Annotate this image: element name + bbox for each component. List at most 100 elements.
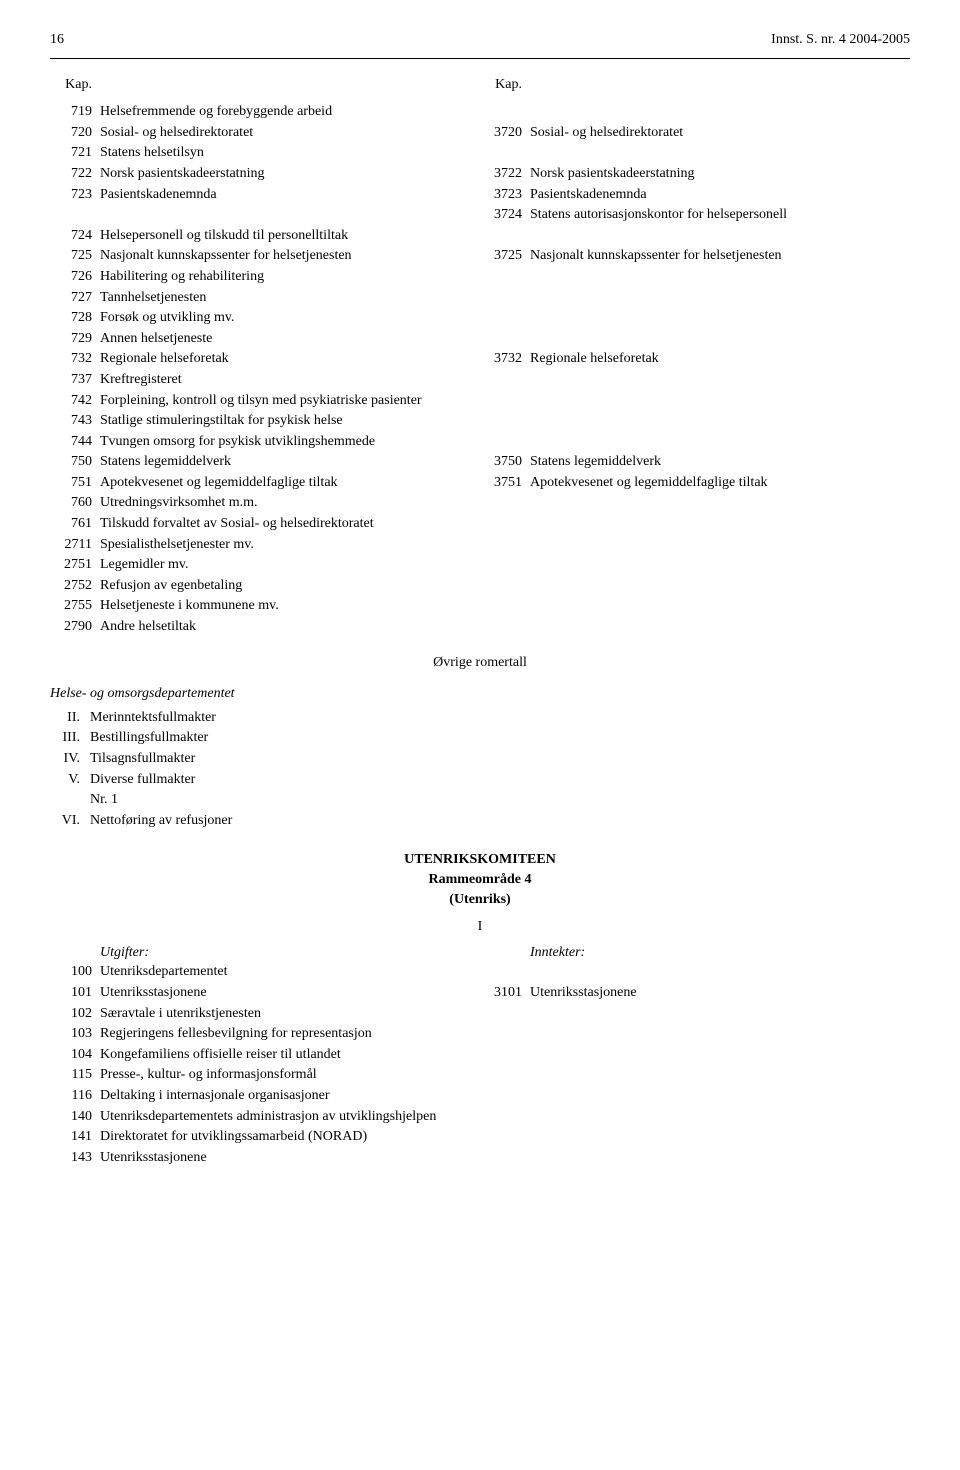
item-num: 3725 (480, 246, 530, 266)
item-num: 751 (50, 473, 100, 493)
item-text: Regjeringens fellesbevilgning for repres… (100, 1024, 480, 1044)
roman-num: V. (50, 770, 90, 790)
item-num: 3101 (480, 983, 530, 1003)
item-text: Forpleining, kontroll og tilsyn med psyk… (100, 391, 480, 411)
item-text (530, 370, 910, 390)
item-num: 2751 (50, 555, 100, 575)
item-num: 143 (50, 1148, 100, 1168)
roman-num: VI. (50, 811, 90, 831)
item-num: 722 (50, 164, 100, 184)
item-num (480, 143, 530, 163)
item-text (530, 308, 910, 328)
item-num (480, 267, 530, 287)
item-text: Utenriksstasjonene (100, 983, 480, 1003)
committee-sub: Rammeområde 4 (50, 870, 910, 890)
roman-text: Nettoføring av refusjoner (90, 811, 910, 831)
item-num: 100 (50, 962, 100, 982)
item-text: Statens autorisasjonskontor for helseper… (530, 205, 910, 225)
item-num (50, 205, 100, 225)
item-text: Apotekvesenet og legemiddelfaglige tilta… (530, 473, 910, 493)
kap-header-row: Kap. Kap. (50, 75, 910, 95)
item-text: Nasjonalt kunnskapssenter for helsetjene… (100, 246, 480, 266)
item-num: 3732 (480, 349, 530, 369)
item-text: Sosial- og helsedirektoratet (530, 123, 910, 143)
item-num: 3723 (480, 185, 530, 205)
header-divider (50, 58, 910, 59)
item-text: Kreftregisteret (100, 370, 480, 390)
item-text (530, 329, 910, 349)
item-text: Apotekvesenet og legemiddelfaglige tilta… (100, 473, 480, 493)
committee-block: UTENRIKSKOMITEEN Rammeområde 4 (Utenriks… (50, 850, 910, 909)
item-num: 116 (50, 1086, 100, 1106)
roman-num: IV. (50, 749, 90, 769)
item-num: 3722 (480, 164, 530, 184)
page-header: 16 Innst. S. nr. 4 2004-2005 (50, 30, 910, 50)
item-text (530, 102, 910, 122)
item-num: 2790 (50, 617, 100, 637)
roman-text: Tilsagnsfullmakter (90, 749, 910, 769)
item-num (480, 962, 530, 982)
item-text: Helsefremmende og forebyggende arbeid (100, 102, 480, 122)
item-text: Særavtale i utenrikstjenesten (100, 1004, 480, 1024)
item-num: 103 (50, 1024, 100, 1044)
item-text: Deltaking i internasjonale organisasjone… (100, 1086, 480, 1106)
item-num: 3751 (480, 473, 530, 493)
item-num (480, 370, 530, 390)
item-text: Tvungen omsorg for psykisk utviklingshem… (100, 432, 480, 452)
main-items-block: 719Helsefremmende og forebyggende arbeid… (50, 102, 910, 636)
item-text: Helsetjeneste i kommunene mv. (100, 596, 480, 616)
item-text: Statens legemiddelverk (100, 452, 480, 472)
item-num (480, 288, 530, 308)
item-num: 737 (50, 370, 100, 390)
roman-text: Diverse fullmakter (90, 770, 910, 790)
item-text: Pasientskadenemnda (100, 185, 480, 205)
item-text: Tannhelsetjenesten (100, 288, 480, 308)
roman-num: III. (50, 728, 90, 748)
committee-title: UTENRIKSKOMITEEN (50, 850, 910, 870)
item-text: Utenriksstasjonene (530, 983, 910, 1003)
item-num: 721 (50, 143, 100, 163)
item-text: Utredningsvirksomhet m.m. (100, 493, 480, 513)
item-num: 760 (50, 493, 100, 513)
roman-num: II. (50, 708, 90, 728)
item-num (480, 391, 530, 411)
item-text: Direktoratet for utviklingssamarbeid (NO… (100, 1127, 480, 1147)
ut-items-block: 100Utenriksdepartementet 101Utenriksstas… (50, 962, 910, 1167)
item-text: Statlige stimuleringstiltak for psykisk … (100, 411, 480, 431)
item-text: Annen helsetjeneste (100, 329, 480, 349)
item-text: Habilitering og rehabilitering (100, 267, 480, 287)
item-num: 101 (50, 983, 100, 1003)
item-text (530, 267, 910, 287)
item-num: 104 (50, 1045, 100, 1065)
kap-label-left: Kap. (50, 75, 100, 95)
item-text (530, 143, 910, 163)
item-num: 2711 (50, 535, 100, 555)
item-text (530, 962, 910, 982)
romertall-heading: Øvrige romertall (50, 653, 910, 673)
item-text: Nasjonalt kunnskapssenter for helsetjene… (530, 246, 910, 266)
inntekter-label: Inntekter: (480, 943, 910, 963)
utgifter-header: Utgifter: Inntekter: (50, 943, 910, 963)
item-text: Utenriksdepartementet (100, 962, 480, 982)
item-text: Pasientskadenemnda (530, 185, 910, 205)
document-reference: Innst. S. nr. 4 2004-2005 (771, 30, 910, 50)
item-num: 725 (50, 246, 100, 266)
roman-text: Bestillingsfullmakter (90, 728, 910, 748)
roman-list: II.Merinntektsfullmakter III.Bestillings… (50, 708, 910, 831)
item-text (530, 391, 910, 411)
item-num: 3724 (480, 205, 530, 225)
item-num: 723 (50, 185, 100, 205)
item-text: Tilskudd forvaltet av Sosial- og helsedi… (100, 514, 480, 534)
item-text: Legemidler mv. (100, 555, 480, 575)
roman-text: Merinntektsfullmakter (90, 708, 910, 728)
item-text (530, 226, 910, 246)
item-text: Utenriksdepartementets administrasjon av… (100, 1107, 480, 1127)
item-num: 719 (50, 102, 100, 122)
item-text: Utenriksstasjonene (100, 1148, 480, 1168)
item-num: 3720 (480, 123, 530, 143)
department-label: Helse- og omsorgsdepartementet (50, 684, 910, 704)
item-num (480, 432, 530, 452)
item-text (530, 288, 910, 308)
item-num: 732 (50, 349, 100, 369)
item-num: 141 (50, 1127, 100, 1147)
